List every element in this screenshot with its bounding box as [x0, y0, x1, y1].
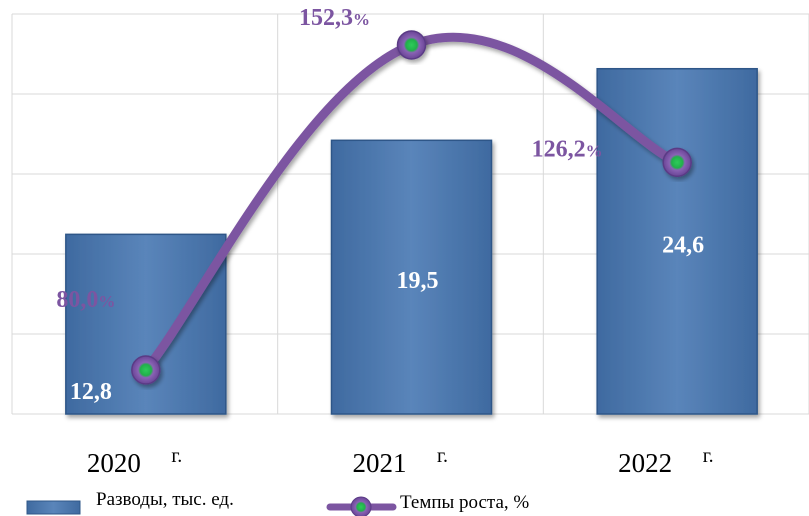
bars — [65, 67, 758, 415]
line-value-label: 80,0% — [56, 287, 115, 313]
bar-value-label: 24,6 — [662, 232, 704, 258]
category-label: 2021 — [353, 448, 407, 478]
legend-line-marker — [350, 496, 372, 516]
growth-line — [131, 30, 692, 385]
legend: Разводы, тыс. ед. Темпы роста, % — [26, 489, 529, 516]
bar-value-label: 19,5 — [397, 268, 439, 294]
legend-bar-swatch — [26, 500, 81, 515]
labels: 12,8 19,5 24,6 2020 г. 2021 г. 2022 г. 80,0% 152,3… — [56, 5, 713, 478]
line-value-label: 152,3% — [299, 5, 370, 31]
legend-line-label: Темпы роста, % — [400, 492, 529, 513]
line-value-label: 126,2% — [532, 136, 603, 162]
category-label: 2022 — [618, 448, 672, 478]
growth-marker-2020 — [131, 355, 161, 385]
bar-value-label: 12,8 — [70, 379, 112, 405]
growth-marker-2022 — [662, 147, 692, 178]
category-suffix: г. — [703, 445, 714, 467]
category-suffix: г. — [437, 445, 448, 467]
legend-bar-label: Разводы, тыс. ед. — [96, 489, 234, 510]
category-label: 2020 — [87, 448, 141, 478]
growth-marker-2021 — [396, 30, 427, 60]
bar-2021 — [330, 139, 493, 415]
category-suffix: г. — [171, 445, 182, 467]
